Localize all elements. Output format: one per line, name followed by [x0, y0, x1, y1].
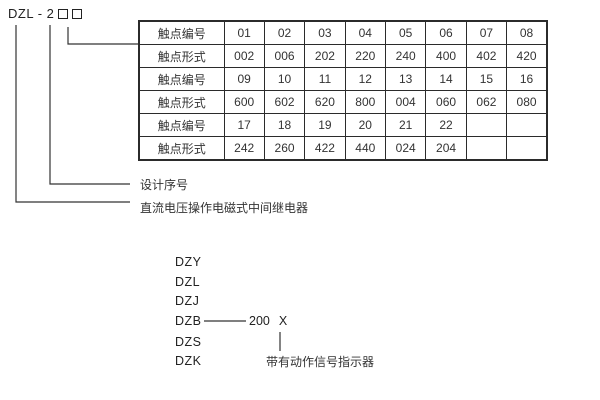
suffix-x: X: [278, 314, 288, 328]
table-cell: 004: [384, 90, 427, 114]
table-cell: 420: [506, 44, 548, 68]
table-cell: 12: [344, 67, 387, 91]
table-cell: 260: [263, 136, 306, 161]
table-row: 触点编号 01 02 03 04 05 06 07 08: [138, 20, 548, 45]
legend-model-dzl: DZL: [175, 275, 201, 289]
table-cell: 07: [465, 20, 508, 45]
table-cell: 04: [344, 20, 387, 45]
legend-model-dzj: DZJ: [175, 294, 200, 308]
table-cell: 10: [263, 67, 306, 91]
table-cell: 19: [304, 113, 346, 137]
table-cell: 402: [465, 44, 508, 68]
table-cell: 03: [304, 20, 346, 45]
table-cell: 09: [223, 67, 265, 91]
table-cell: 800: [344, 90, 387, 114]
table-cell: 422: [304, 136, 346, 161]
table-cell: 620: [304, 90, 346, 114]
relay-type-label: 直流电压操作电磁式中间继电器: [140, 201, 309, 215]
table-row: 触点编号 09 10 11 12 13 14 15 16: [138, 67, 548, 91]
model-code-prefix: DZL - 2: [8, 6, 55, 21]
table-cell: 220: [344, 44, 387, 68]
legend-model-dzs: DZS: [175, 335, 202, 349]
table-cell: 204: [425, 136, 467, 161]
table-cell: 11: [304, 67, 346, 91]
callout-line-contact-table: [67, 27, 138, 45]
table-cell: 062: [465, 90, 508, 114]
table-cell: 080: [506, 90, 548, 114]
table-row-header: 触点编号: [138, 113, 225, 137]
design-serial-label: 设计序号: [140, 178, 189, 192]
table-cell: 202: [304, 44, 346, 68]
model-code: DZL - 2: [8, 6, 83, 21]
suffix-note-label: 带有动作信号指示器: [266, 355, 375, 369]
table-cell: [506, 136, 548, 161]
table-cell: 13: [384, 67, 427, 91]
table-cell: [506, 113, 548, 137]
table-cell: 602: [263, 90, 306, 114]
table-cell: 22: [425, 113, 467, 137]
table-cell: 01: [223, 20, 265, 45]
model-suffix: 200 X: [249, 315, 287, 328]
table-cell: 18: [263, 113, 306, 137]
table-row: 触点形式 242 260 422 440 024 204: [138, 136, 548, 161]
table-cell: 16: [506, 67, 548, 91]
table-cell: 08: [506, 20, 548, 45]
suffix-number: 200: [249, 314, 270, 328]
table-row: 触点形式 002 006 202 220 240 400 402 420: [138, 44, 548, 68]
table-cell: 17: [223, 113, 265, 137]
table-cell: 21: [384, 113, 427, 137]
callout-line-design-serial: [49, 25, 130, 185]
table-cell: [465, 136, 508, 161]
table-cell: 440: [344, 136, 387, 161]
table-cell: 400: [425, 44, 467, 68]
callout-line-relay-type: [15, 25, 130, 203]
table-cell: 15: [465, 67, 508, 91]
table-cell: 242: [223, 136, 265, 161]
contact-table: 触点编号 01 02 03 04 05 06 07 08 触点形式 002 00…: [138, 20, 548, 161]
table-row-header: 触点形式: [138, 90, 225, 114]
placeholder-box-1: [58, 9, 69, 19]
table-cell: [465, 113, 508, 137]
legend-model-dzk: DZK: [175, 354, 202, 368]
table-cell: 05: [384, 20, 427, 45]
table-cell: 20: [344, 113, 387, 137]
table-cell: 240: [384, 44, 427, 68]
table-cell: 600: [223, 90, 265, 114]
table-row-header: 触点形式: [138, 136, 225, 161]
table-cell: 02: [263, 20, 306, 45]
table-cell: 14: [425, 67, 467, 91]
table-cell: 060: [425, 90, 467, 114]
table-row: 触点形式 600 602 620 800 004 060 062 080: [138, 90, 548, 114]
placeholder-box-2: [72, 9, 83, 19]
legend-model-dzy: DZY: [175, 255, 202, 269]
table-cell: 006: [263, 44, 306, 68]
table-row-header: 触点形式: [138, 44, 225, 68]
table-cell: 002: [223, 44, 265, 68]
table-row-header: 触点编号: [138, 20, 225, 45]
table-cell: 024: [384, 136, 427, 161]
legend-model-dzb: DZB: [175, 314, 202, 328]
table-row: 触点编号 17 18 19 20 21 22: [138, 113, 548, 137]
table-cell: 06: [425, 20, 467, 45]
table-row-header: 触点编号: [138, 67, 225, 91]
